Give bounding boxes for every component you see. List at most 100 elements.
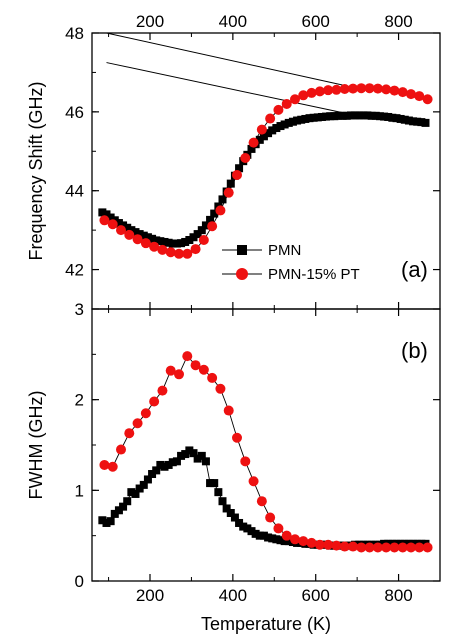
- data-point-pmn-a: [284, 118, 293, 127]
- data-point-pmn-15pt-a: [107, 219, 118, 230]
- y-tick-label-a: 48: [65, 24, 84, 43]
- data-point-pmn-15pt-b: [314, 539, 325, 550]
- data-point-pmn-b: [189, 449, 198, 458]
- data-point-pmn-a: [359, 111, 368, 120]
- data-point-pmn-a: [313, 113, 322, 122]
- data-point-pmn-15pt-a: [323, 85, 334, 96]
- data-point-pmn-15pt-a: [281, 98, 292, 109]
- data-point-pmn-15pt-a: [372, 83, 383, 94]
- panel-a-y-axis-title: Frequency Shift (GHz): [26, 81, 46, 260]
- data-point-pmn-15pt-b: [422, 542, 433, 553]
- data-point-pmn-15pt-b: [265, 512, 276, 523]
- data-point-pmn-a: [288, 117, 297, 126]
- data-point-pmn-a: [189, 233, 198, 242]
- data-point-pmn-a: [421, 118, 430, 127]
- data-point-pmn-b: [139, 480, 148, 489]
- data-point-pmn-a: [330, 112, 339, 121]
- x-axis-title: Temperature (K): [201, 614, 331, 634]
- data-point-pmn-a: [384, 112, 393, 121]
- x-tick-label-a: 400: [219, 12, 247, 31]
- data-point-pmn-a: [206, 215, 215, 224]
- data-point-pmn-a: [355, 111, 364, 120]
- data-point-pmn-15pt-a: [165, 247, 176, 258]
- data-point-pmn-a: [172, 239, 181, 248]
- data-point-pmn-b: [143, 475, 152, 484]
- data-point-pmn-b: [226, 509, 235, 517]
- data-point-pmn-a: [367, 111, 376, 120]
- data-point-pmn-15pt-a: [339, 83, 350, 94]
- data-point-pmn-15pt-a: [182, 248, 193, 259]
- data-point-pmn-15pt-b: [207, 372, 218, 383]
- data-point-pmn-b: [251, 529, 260, 538]
- data-point-pmn-15pt-b: [290, 534, 300, 545]
- data-point-pmn-a: [218, 195, 227, 204]
- data-point-pmn-a: [148, 234, 157, 243]
- data-point-pmn-15pt-b: [149, 396, 160, 407]
- legend-item-pmn-15pt: PMN-15% PT: [222, 266, 360, 283]
- data-point-pmn-b: [177, 451, 186, 460]
- data-point-pmn-a: [123, 223, 132, 232]
- data-point-pmn-15pt-b: [190, 360, 201, 371]
- panel-a-series: [98, 83, 433, 259]
- y-tick-label-b: 1: [75, 481, 84, 500]
- data-point-pmn-a: [338, 111, 347, 120]
- data-point-pmn-15pt-a: [397, 87, 408, 98]
- data-point-pmn-a: [334, 111, 343, 120]
- data-point-pmn-15pt-a: [174, 248, 184, 259]
- data-point-pmn-15pt-b: [182, 351, 193, 362]
- legend-marker-pmn: [237, 245, 247, 255]
- data-point-pmn-b: [152, 466, 161, 475]
- data-point-pmn-15pt-a: [149, 241, 160, 252]
- data-point-pmn-a: [409, 117, 418, 126]
- data-point-pmn-b: [264, 533, 273, 542]
- data-point-pmn-15pt-a: [232, 169, 242, 180]
- data-point-pmn-15pt-b: [215, 383, 226, 394]
- data-point-pmn-a: [396, 114, 405, 123]
- data-point-pmn-a: [293, 116, 302, 125]
- data-point-pmn-15pt-b: [406, 542, 416, 553]
- data-point-pmn-b: [193, 454, 202, 463]
- data-point-pmn-a: [210, 209, 219, 218]
- data-point-pmn-b: [259, 531, 268, 540]
- data-point-pmn-15pt-b: [116, 444, 126, 455]
- panel-b: 200 400 600 800 0 1 2 3 FWHM (GHz) (b) Tempera…: [26, 300, 441, 634]
- data-point-pmn-15pt-b: [198, 364, 209, 375]
- data-point-pmn-15pt-b: [381, 542, 392, 553]
- data-point-pmn-15pt-b: [348, 541, 358, 552]
- data-point-pmn-15pt-a: [256, 124, 267, 135]
- data-point-pmn-15pt-b: [165, 365, 176, 376]
- data-point-pmn-a: [131, 228, 140, 237]
- data-point-pmn-b: [276, 536, 285, 545]
- data-point-pmn-b: [230, 513, 239, 522]
- data-point-pmn-a: [106, 213, 115, 222]
- data-point-pmn-15pt-a: [356, 83, 367, 94]
- data-point-pmn-a: [193, 230, 202, 239]
- data-point-pmn-15pt-b: [364, 542, 375, 553]
- data-point-pmn-15pt-b: [273, 523, 284, 534]
- data-point-pmn-a: [168, 239, 177, 248]
- data-point-pmn-a: [139, 231, 148, 240]
- data-point-pmn-a: [185, 236, 194, 244]
- data-point-pmn-a: [276, 122, 285, 131]
- data-point-pmn-a: [404, 116, 413, 125]
- data-point-pmn-a: [417, 118, 426, 127]
- data-point-pmn-15pt-b: [256, 496, 267, 507]
- x-tick-label-b: 600: [302, 586, 330, 605]
- data-point-pmn-15pt-b: [414, 542, 425, 553]
- data-point-pmn-b: [235, 518, 244, 527]
- data-point-pmn-b: [106, 517, 115, 526]
- data-point-pmn-15pt-a: [198, 235, 209, 245]
- data-point-pmn-a: [380, 112, 389, 121]
- data-point-pmn-b: [172, 457, 181, 466]
- panel-a-label: (a): [401, 257, 428, 282]
- legend-item-pmn: PMN: [222, 242, 301, 259]
- data-point-pmn-a: [351, 111, 360, 120]
- data-point-pmn-15pt-a: [99, 215, 110, 226]
- y-tick-label-a: 44: [65, 182, 84, 201]
- data-point-pmn-a: [346, 111, 355, 120]
- data-point-pmn-15pt-b: [248, 476, 259, 487]
- data-point-pmn-a: [363, 111, 372, 120]
- data-point-pmn-b: [239, 522, 248, 531]
- data-point-pmn-15pt-b: [174, 369, 184, 380]
